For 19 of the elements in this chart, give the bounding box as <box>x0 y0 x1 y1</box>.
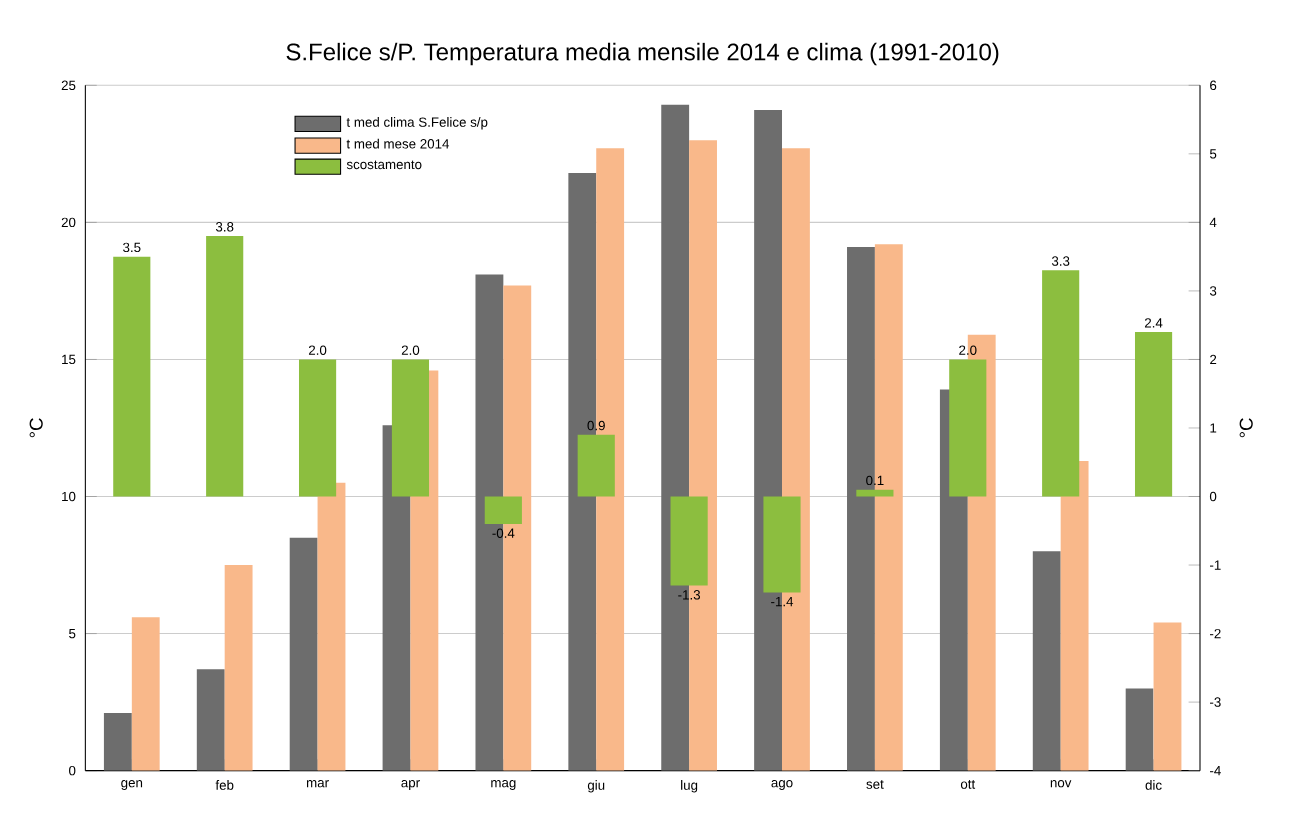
bar <box>484 496 522 525</box>
bar <box>1032 551 1061 771</box>
bar <box>1153 622 1182 771</box>
bar <box>224 565 253 771</box>
bar <box>577 435 615 497</box>
bar <box>1134 332 1173 497</box>
bar <box>763 496 801 593</box>
bar <box>206 236 244 497</box>
bar <box>289 537 318 771</box>
bar <box>856 490 894 497</box>
chart-title: S.Felice s/P. Temperatura media mensile 2014 e clima (1991-2010) <box>286 43 999 66</box>
bar <box>131 617 160 771</box>
bar <box>196 669 225 771</box>
bar <box>670 496 708 586</box>
y-axis-title: °C <box>29 418 43 438</box>
bar <box>113 256 151 497</box>
y2-axis-title: °C <box>1239 418 1253 438</box>
bar <box>1125 688 1154 771</box>
bar <box>103 713 132 771</box>
